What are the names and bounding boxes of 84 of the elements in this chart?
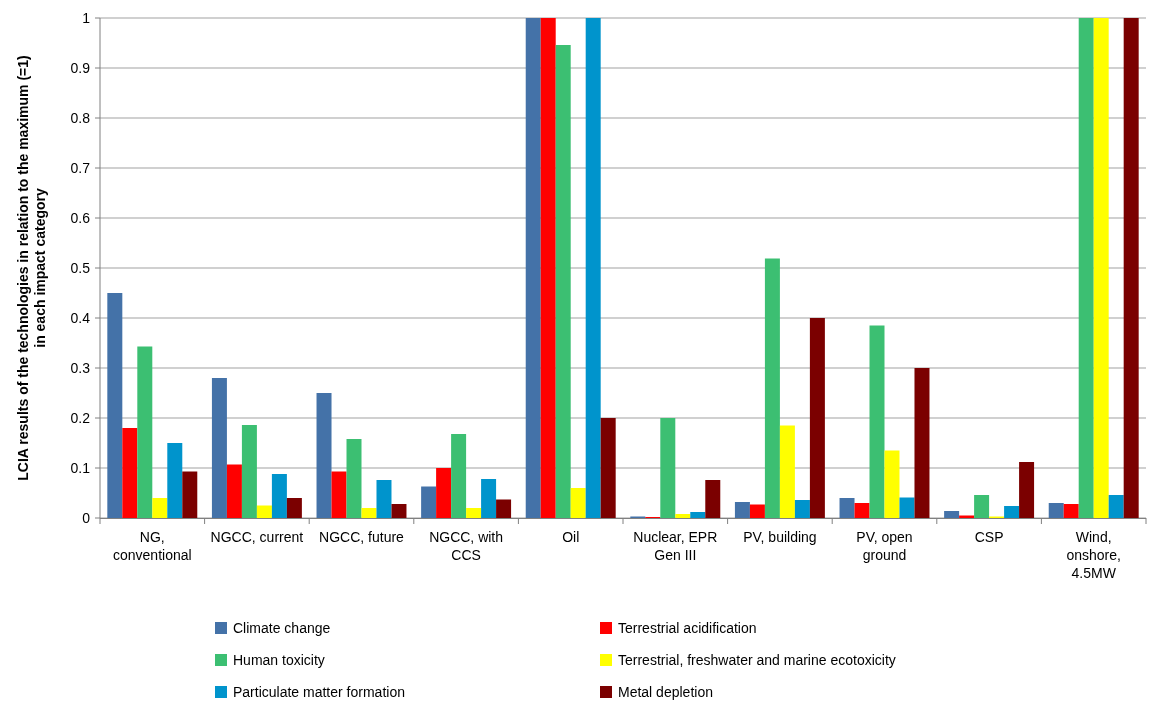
x-tick-label: CSP — [974, 529, 1004, 545]
bar — [466, 508, 482, 518]
bar — [226, 464, 242, 518]
bar — [496, 499, 512, 518]
bar — [241, 425, 257, 518]
y-tick-label: 0.1 — [70, 459, 91, 476]
x-tick-label: PV, open ground — [856, 529, 913, 563]
bar — [764, 258, 780, 518]
bar — [137, 346, 153, 518]
y-tick-label: 1 — [82, 9, 91, 26]
y-tick-label: 0.5 — [70, 259, 91, 276]
y-tick-label: 0.6 — [70, 209, 91, 226]
x-tick-label: Wind, onshore, 4.5MW — [1066, 529, 1121, 581]
bar — [1108, 495, 1124, 518]
bar — [854, 503, 870, 518]
bar — [331, 471, 347, 518]
legend-label: Metal depletion — [618, 683, 713, 700]
bar — [1093, 18, 1109, 518]
bar — [1078, 18, 1094, 518]
y-tick-label: 0.9 — [70, 59, 91, 76]
y-tick-label: 0.7 — [70, 159, 91, 176]
bar — [1063, 504, 1079, 518]
legend-label: Human toxicity — [233, 651, 325, 668]
y-axis-title: LCIA results of the technologies in relation to the maximum (=1) in each impact category — [15, 55, 48, 481]
x-tick-label: PV, building — [743, 529, 817, 545]
bar — [809, 318, 825, 518]
bar — [884, 450, 900, 518]
x-tick-label: NG, conventional — [112, 529, 192, 563]
bar — [944, 511, 960, 518]
bar — [451, 434, 467, 518]
y-tick-label: 0.4 — [70, 309, 91, 326]
bar — [675, 514, 691, 518]
bar — [540, 18, 556, 518]
y-tick-label: 0.2 — [70, 409, 91, 426]
x-tick-label: NGCC, with CCS — [429, 529, 504, 563]
x-tick-label: Oil — [562, 529, 580, 545]
x-tick-label: NGCC, current — [210, 529, 304, 545]
bar — [600, 418, 616, 518]
bar — [585, 18, 601, 518]
bar — [899, 497, 915, 518]
bar — [152, 498, 168, 518]
bar — [914, 368, 930, 518]
bar — [316, 393, 332, 518]
bar — [182, 471, 198, 518]
bar — [1123, 18, 1139, 518]
bar — [436, 468, 452, 518]
bar — [839, 498, 855, 518]
bar — [734, 502, 750, 518]
bar — [1004, 506, 1020, 518]
bar — [1048, 503, 1064, 518]
legend-label: Climate change — [233, 619, 331, 636]
bar — [749, 504, 765, 518]
x-tick-label: NGCC, future — [319, 529, 405, 545]
y-tick-label: 0.8 — [70, 109, 91, 126]
x-tick-label: Nuclear, EPR Gen III — [633, 529, 718, 563]
bar — [391, 504, 407, 518]
bar — [167, 443, 183, 518]
bar — [421, 486, 437, 518]
bar — [107, 293, 123, 518]
bar — [256, 505, 272, 518]
bar — [361, 508, 377, 518]
y-tick-label: 0.3 — [70, 359, 91, 376]
bar — [974, 495, 990, 518]
bar — [286, 498, 302, 518]
legend-label: Terrestrial, freshwater and marine ecotoxicity — [618, 651, 896, 668]
bar — [660, 418, 676, 518]
bar — [481, 479, 497, 518]
bar — [211, 378, 227, 518]
bar — [705, 480, 721, 518]
bar — [779, 425, 795, 518]
bar — [570, 488, 586, 518]
bar — [376, 480, 392, 518]
bar — [794, 500, 810, 518]
bar — [525, 18, 541, 518]
bar — [1019, 462, 1035, 518]
legend-label: Terrestrial acidification — [618, 619, 757, 636]
bar — [869, 325, 885, 518]
bar — [555, 45, 571, 518]
y-tick-label: 0 — [82, 509, 91, 526]
bar — [271, 474, 287, 518]
bar — [690, 512, 706, 518]
legend-label: Particulate matter formation — [233, 683, 405, 700]
bar — [346, 439, 362, 518]
bar — [122, 428, 138, 518]
